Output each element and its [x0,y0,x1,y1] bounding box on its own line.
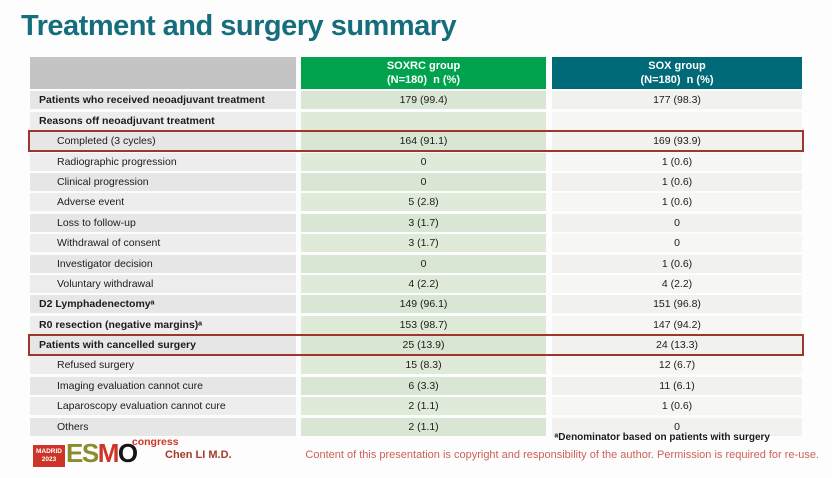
value-sox: 24 (13.3) [552,336,802,355]
value-sox: 1 (0.6) [552,152,802,171]
row-label: Refused surgery [30,356,296,375]
madrid-2023-badge: MADRID 2023 [33,445,65,467]
table-row: Loss to follow-up 3 (1.7) 0 [30,213,802,232]
author-name: Chen LI M.D. [165,449,232,461]
value-soxrc: 0 [301,152,546,171]
row-label: D2 Lymphadenectomyᵃ [30,295,296,314]
sox-header-line2: (N=180) n (%) [640,74,714,86]
row-label: Loss to follow-up [30,213,296,232]
value-soxrc [301,111,546,130]
value-sox: 0 [552,213,802,232]
value-soxrc: 4 (2.2) [301,274,546,293]
value-soxrc: 0 [301,254,546,273]
table-row: Radiographic progression 0 1 (0.6) [30,152,802,171]
copyright-notice: Content of this presentation is copyrigh… [305,449,819,461]
table-row: Laparoscopy evaluation cannot cure 2 (1.1… [30,397,802,416]
page-title: Treatment and surgery summary [21,10,457,42]
row-label: Withdrawal of consent [30,234,296,253]
value-soxrc: 164 (91.1) [301,132,546,151]
row-label: Laparoscopy evaluation cannot cure [30,397,296,416]
row-label: R0 resection (negative margins)ᵃ [30,315,296,334]
row-label: Clinical progression [30,172,296,191]
esmo-letter-o: O [117,438,138,468]
value-sox: 147 (94.2) [552,315,802,334]
value-sox: 12 (6.7) [552,356,802,375]
column-header-soxrc: SOXRC group (N=180) n (%) [301,57,546,89]
soxrc-header-line1: SOXRC group [386,59,461,72]
table-header-row: SOXRC group (N=180) n (%) SOX group (N=1… [30,57,802,89]
value-soxrc: 153 (98.7) [301,315,546,334]
table-row: Imaging evaluation cannot cure 6 (3.3) 11 … [30,376,802,395]
row-label: Completed (3 cycles) [30,132,296,151]
summary-table: SOXRC group (N=180) n (%) SOX group (N=1… [28,57,804,436]
value-sox: 151 (96.8) [552,295,802,314]
row-label: Investigator decision [30,254,296,273]
table-row: Voluntary withdrawal 4 (2.2) 4 (2.2) [30,274,802,293]
esmo-congress-logo: MADRID 2023 ESMO congress [33,437,179,468]
row-label: Patients with cancelled surgery [30,336,296,355]
table-row: Adverse event 5 (2.8) 1 (0.6) [30,193,802,212]
value-sox: 1 (0.6) [552,397,802,416]
table-row: Reasons off neoadjuvant treatment [30,111,802,130]
table-row: Clinical progression 0 1 (0.6) [30,172,802,191]
value-soxrc: 179 (99.4) [301,91,546,110]
value-sox: 177 (98.3) [552,91,802,110]
row-label: Imaging evaluation cannot cure [30,376,296,395]
table-row: Withdrawal of consent 3 (1.7) 0 [30,234,802,253]
table-body: Patients who received neoadjuvant treatm… [28,91,804,436]
badge-year: 2023 [41,455,57,463]
soxrc-header-line2: (N=180) n (%) [386,74,461,86]
row-label: Reasons off neoadjuvant treatment [30,111,296,130]
table-row: R0 resection (negative margins)ᵃ 153 (98.… [30,315,802,334]
table-row: Patients who received neoadjuvant treatm… [30,91,802,110]
table-row: Patients with cancelled surgery 25 (13.9)… [28,334,804,357]
value-soxrc: 2 (1.1) [301,417,546,436]
congress-label: congress [131,436,179,448]
value-sox: 169 (93.9) [552,132,802,151]
value-sox: 1 (0.6) [552,254,802,273]
table-row: Investigator decision 0 1 (0.6) [30,254,802,273]
esmo-wordmark: ESMO congress [66,437,179,468]
table-row: Others 2 (1.1) 0 [30,417,802,436]
value-sox: 11 (6.1) [552,376,802,395]
badge-city: MADRID [36,448,62,455]
value-soxrc: 6 (3.3) [301,376,546,395]
table-row: D2 Lymphadenectomyᵃ 149 (96.1) 151 (96.8) [30,295,802,314]
value-soxrc: 3 (1.7) [301,234,546,253]
row-label: Patients who received neoadjuvant treatm… [30,91,296,110]
value-sox: 1 (0.6) [552,172,802,191]
table-row: Completed (3 cycles) 164 (91.1) 169 (93.9) [28,130,804,153]
row-label: Voluntary withdrawal [30,274,296,293]
sox-header-line1: SOX group [648,59,706,72]
row-label: Radiographic progression [30,152,296,171]
value-soxrc: 5 (2.8) [301,193,546,212]
value-sox: 1 (0.6) [552,193,802,212]
value-soxrc: 149 (96.1) [301,295,546,314]
esmo-letters-es: ES [66,438,99,468]
esmo-letter-m: M [97,438,120,468]
value-sox: 0 [552,417,802,436]
table-row: Refused surgery 15 (8.3) 12 (6.7) [30,356,802,375]
value-soxrc: 0 [301,172,546,191]
row-label: Adverse event [30,193,296,212]
column-header-sox: SOX group (N=180) n (%) [552,57,802,89]
value-soxrc: 15 (8.3) [301,356,546,375]
table-footnote: ᵃDenominator based on patients with surg… [554,432,770,443]
row-label: Others [30,417,296,436]
value-soxrc: 2 (1.1) [301,397,546,416]
value-sox: 4 (2.2) [552,274,802,293]
value-sox: 0 [552,234,802,253]
value-soxrc: 3 (1.7) [301,213,546,232]
value-soxrc: 25 (13.9) [301,336,546,355]
value-sox [552,111,802,130]
column-header-empty [30,57,296,89]
